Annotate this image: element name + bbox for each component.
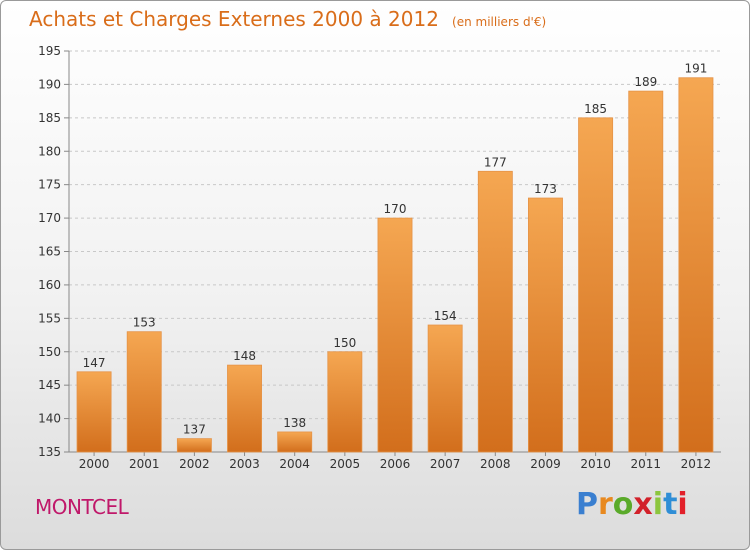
- y-tick-label: 170: [38, 211, 61, 225]
- labels: 147 2000 153 2001 137 2002 148 2003 138 2004 150 20…: [79, 62, 711, 471]
- commune-name: MONTCEL: [35, 495, 129, 519]
- y-tick-label: 135: [38, 445, 61, 459]
- bar-2002: [176, 438, 212, 453]
- value-label: 185: [584, 102, 607, 116]
- bar-2008: [477, 170, 513, 453]
- bars: [76, 77, 714, 453]
- bar-2000: [76, 371, 112, 453]
- bar-2004: [277, 431, 313, 453]
- bar-2009: [528, 197, 563, 453]
- value-label: 148: [233, 349, 256, 363]
- value-label: 189: [634, 75, 657, 89]
- logo-letter: r: [598, 487, 613, 522]
- value-label: 138: [283, 416, 306, 430]
- x-tick-label: 2005: [330, 457, 361, 471]
- value-label: 150: [333, 336, 356, 350]
- bar-2006: [377, 217, 413, 453]
- x-tick-label: 2008: [480, 457, 511, 471]
- y-tick-label: 165: [38, 245, 61, 259]
- bar-2012: [678, 77, 714, 453]
- value-label: 147: [83, 356, 106, 370]
- y-tick-label: 140: [38, 412, 61, 426]
- logo-letter: x: [633, 487, 653, 522]
- y-tick-label: 175: [38, 178, 61, 192]
- bar-2005: [327, 351, 363, 453]
- value-label: 153: [133, 316, 156, 330]
- y-tick-label: 155: [38, 311, 61, 325]
- proxiti-logo: Proxiti: [576, 487, 688, 522]
- x-tick-label: 2007: [430, 457, 461, 471]
- x-tick-label: 2012: [681, 457, 712, 471]
- bar-2007: [427, 324, 463, 453]
- bar-2003: [227, 364, 262, 453]
- axes: 135 140 145 150 155 160 165 170 175 180 185 190 195: [38, 44, 721, 459]
- x-tick-label: 2000: [79, 457, 110, 471]
- logo-letter: o: [612, 487, 634, 522]
- value-label: 170: [384, 202, 407, 216]
- chart-header: Achats et Charges Externes 2000 à 2012 (…: [29, 7, 546, 31]
- y-tick-label: 190: [38, 77, 61, 91]
- y-tick-label: 150: [38, 345, 61, 359]
- y-tick-label: 185: [38, 111, 61, 125]
- y-tick-label: 160: [38, 278, 61, 292]
- value-label: 173: [534, 182, 557, 196]
- logo-letter: i: [652, 487, 664, 522]
- logo-letter: i: [677, 487, 688, 522]
- x-tick-label: 2002: [179, 457, 210, 471]
- chart-title: Achats et Charges Externes 2000 à 2012: [29, 7, 439, 31]
- value-label: 137: [183, 423, 206, 437]
- chart-unit: (en milliers d'€): [452, 15, 547, 29]
- bar-2001: [126, 331, 162, 453]
- x-tick-label: 2006: [380, 457, 411, 471]
- value-label: 154: [434, 309, 457, 323]
- x-tick-label: 2003: [229, 457, 260, 471]
- x-tick-label: 2010: [580, 457, 611, 471]
- x-tick-label: 2011: [630, 457, 661, 471]
- x-tick-label: 2001: [129, 457, 160, 471]
- y-tick-label: 180: [38, 144, 61, 158]
- logo-letter: P: [576, 487, 598, 522]
- bar-2010: [578, 117, 614, 453]
- logo-letter: t: [663, 487, 678, 522]
- value-label: 191: [684, 62, 707, 76]
- y-tick-label: 145: [38, 378, 61, 392]
- x-tick-label: 2009: [530, 457, 561, 471]
- x-tick-label: 2004: [279, 457, 310, 471]
- value-label: 177: [484, 155, 507, 169]
- y-tick-label: 195: [38, 44, 61, 58]
- bar-2011: [628, 90, 664, 453]
